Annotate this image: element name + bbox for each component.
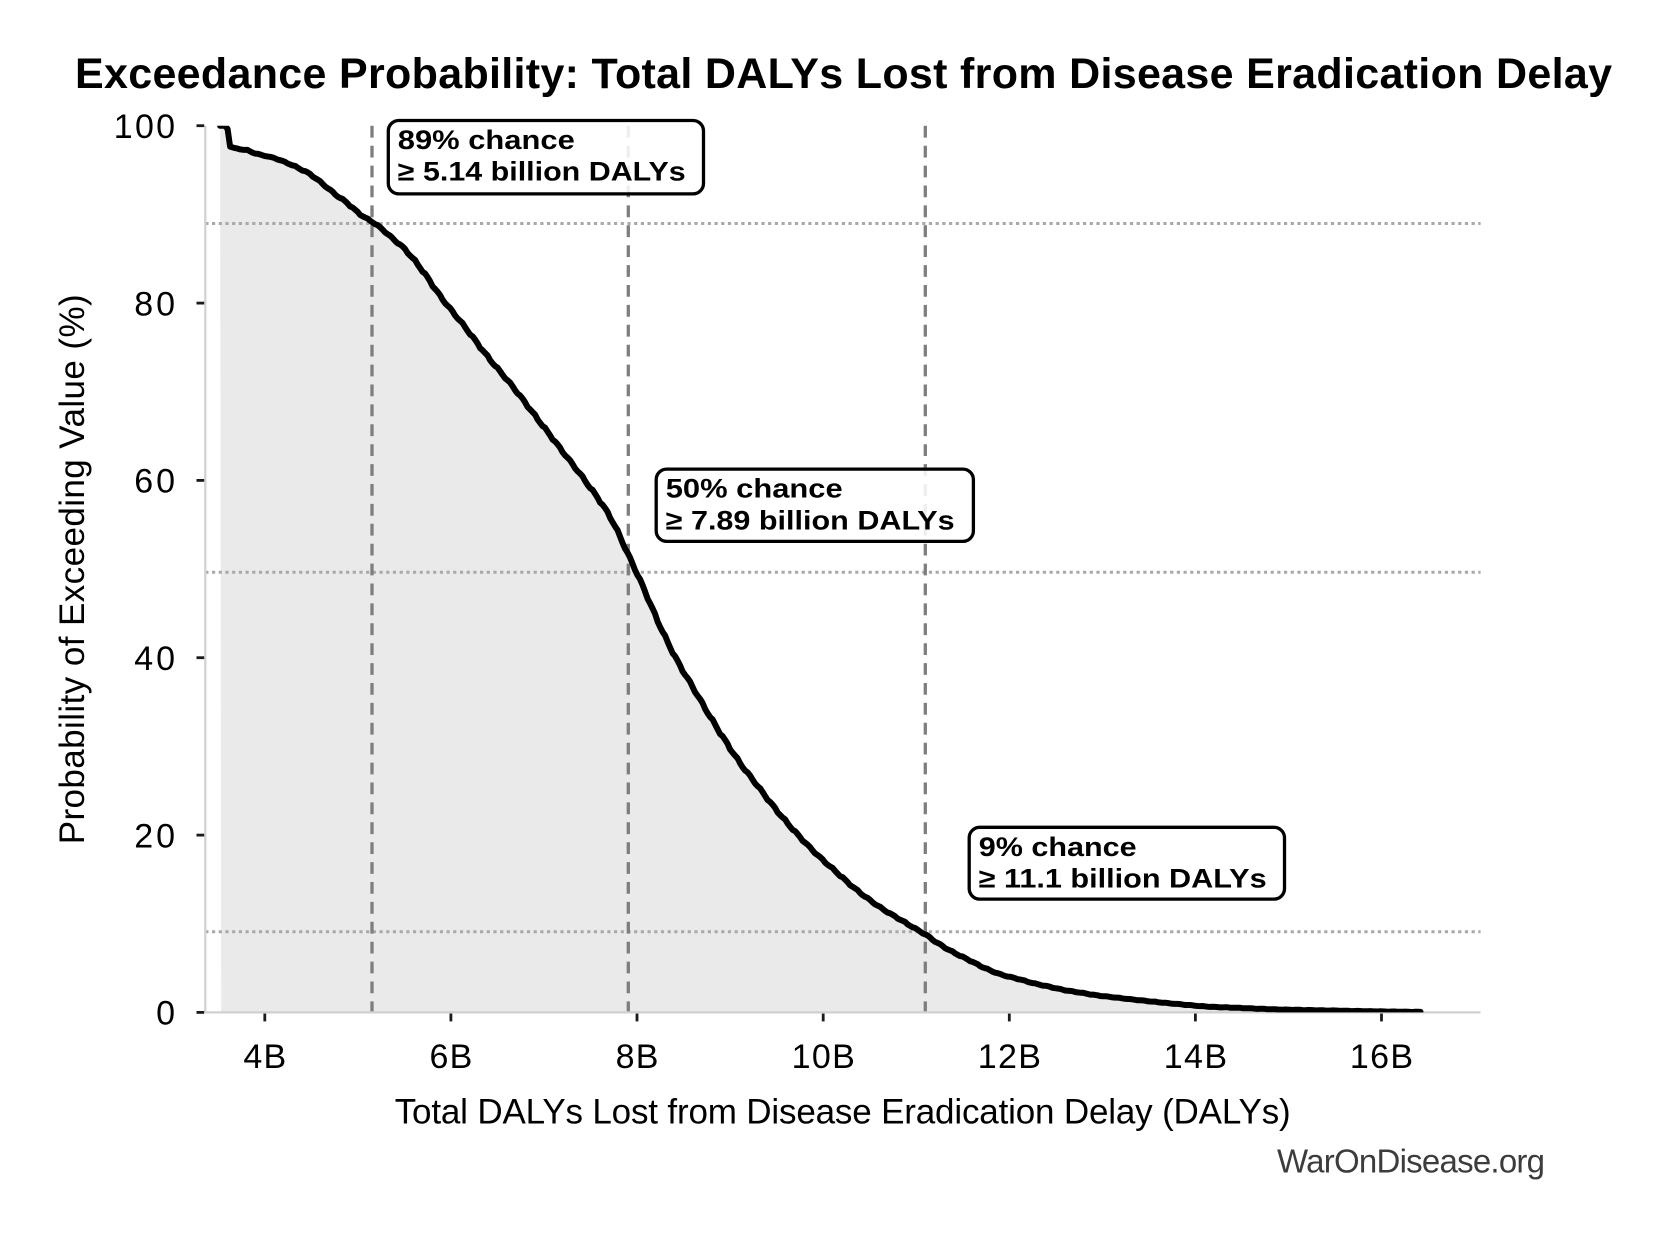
svg-text:Exceedance Probability: Total: Exceedance Probability: Total DALYs Lost… bbox=[75, 50, 1612, 98]
svg-text:8B: 8B bbox=[616, 1038, 659, 1076]
svg-text:6B: 6B bbox=[430, 1038, 473, 1076]
svg-text:100: 100 bbox=[114, 108, 175, 146]
svg-text:≥ 5.14 billion DALYs: ≥ 5.14 billion DALYs bbox=[398, 157, 686, 187]
svg-text:4B: 4B bbox=[243, 1038, 286, 1076]
svg-text:89% chance: 89% chance bbox=[398, 126, 575, 156]
svg-text:14B: 14B bbox=[1164, 1038, 1227, 1076]
svg-text:50% chance: 50% chance bbox=[666, 474, 843, 504]
svg-text:16B: 16B bbox=[1350, 1038, 1413, 1076]
svg-text:WarOnDisease.org: WarOnDisease.org bbox=[1277, 1143, 1545, 1180]
svg-text:9% chance: 9% chance bbox=[979, 832, 1137, 862]
svg-text:12B: 12B bbox=[978, 1038, 1041, 1076]
svg-text:≥ 11.1 billion DALYs: ≥ 11.1 billion DALYs bbox=[979, 864, 1267, 894]
svg-text:0: 0 bbox=[156, 995, 175, 1033]
svg-text:10B: 10B bbox=[792, 1038, 855, 1076]
svg-text:Probability of Exceeding Value: Probability of Exceeding Value (%) bbox=[53, 294, 92, 844]
svg-text:Total DALYs Lost from Disease: Total DALYs Lost from Disease Eradicatio… bbox=[395, 1093, 1291, 1132]
svg-text:≥ 7.89 billion DALYs: ≥ 7.89 billion DALYs bbox=[666, 506, 955, 536]
